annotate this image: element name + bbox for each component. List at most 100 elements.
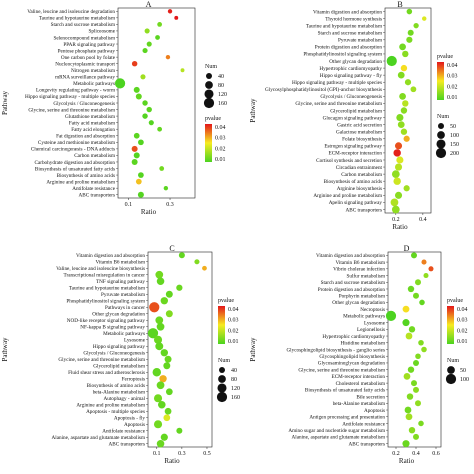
category-label: Cysteine and methionine metabolism [38, 140, 115, 146]
category-label: Thyroid hormone synthesis [325, 16, 382, 22]
category-label: Fluid shear stress and atherosclerosis [68, 370, 145, 376]
data-point [406, 8, 413, 15]
color-legend-label: 0.03 [457, 318, 468, 324]
category-label: Bile secretion [356, 394, 385, 400]
x-axis-title: Ratio [141, 208, 157, 216]
plot-area [117, 7, 196, 199]
data-point [402, 319, 410, 327]
data-point [163, 414, 171, 422]
category-label: Arginine and proline metabolism [46, 179, 115, 185]
data-point [156, 277, 165, 286]
color-legend-title: pvalue [218, 298, 234, 304]
category-label: Biosynthesis of amino acids [87, 382, 145, 389]
color-legend-label: 0.02 [228, 328, 239, 334]
data-point [394, 142, 403, 150]
category-label: Hippo signaling pathway [93, 344, 146, 350]
category-label: Carbohydrate digestion and absorption [34, 160, 115, 166]
data-point [393, 149, 401, 157]
panel-D: D Vitamin digestion and absorptionVitamin… [249, 244, 469, 465]
category-label: Glycosaminoglycan degradation [318, 361, 386, 367]
category-label: Taurine and hypotaurine metabolism [39, 16, 115, 22]
category-label: Nitrogen metabolism [71, 68, 115, 74]
data-point [391, 170, 400, 178]
category-label: Sulfur metabolism [347, 272, 385, 279]
size-legend-title: Num [218, 358, 230, 364]
category-label: Vitamin B6 metabolism [335, 260, 385, 266]
data-point [157, 21, 163, 27]
category-label: Pyruvate metabolism [338, 38, 382, 44]
color-legend-label: 0.03 [447, 74, 458, 80]
data-point [180, 68, 185, 73]
category-label: Other glycan degradation [92, 312, 145, 318]
category-label: Cholesterol metabolism [336, 381, 385, 387]
panel-letter: D [404, 244, 410, 253]
data-point [410, 86, 417, 93]
data-point [142, 48, 148, 54]
size-legend-dot [217, 383, 227, 393]
data-point [406, 393, 414, 400]
data-point [396, 156, 404, 164]
data-point [394, 163, 403, 171]
category-label: ABC transporters [346, 207, 382, 213]
category-label: Glycolysis / Gluconeogenesis [320, 94, 382, 100]
color-legend-label: 0.01 [215, 157, 226, 163]
size-legend-dot [445, 373, 457, 385]
data-point [156, 322, 165, 331]
data-point [397, 71, 405, 79]
category-label: PPAR signaling pathway [63, 42, 115, 48]
category-label: Porphyrin metabolism [339, 294, 385, 300]
data-point [163, 185, 169, 191]
data-point [137, 191, 144, 198]
data-point [155, 35, 160, 40]
data-point [202, 265, 207, 271]
size-legend-dot [219, 367, 225, 373]
data-point [153, 420, 163, 429]
data-point [403, 373, 411, 380]
category-label: ECM-receptor interaction [329, 151, 383, 157]
size-legend-dot [205, 81, 213, 89]
size-legend-title: Num [437, 114, 449, 120]
category-label: Metabolic pathways [73, 81, 115, 87]
y-axis-title: Pathway [1, 90, 9, 115]
category-label: Glycerolipid metabolism [330, 108, 382, 114]
category-label: Other glycan degradation [332, 300, 385, 306]
data-point [156, 381, 165, 390]
category-label: Amino sugar and nucleotide sugar metabol… [288, 428, 385, 434]
data-point [152, 368, 162, 377]
category-label: Fatty acid metabolism [69, 120, 115, 126]
x-tick-label: 0.2 [392, 217, 400, 223]
category-label: Starch and sucrose metabolism [51, 22, 115, 28]
data-point [149, 302, 160, 313]
data-point [147, 328, 159, 339]
size-legend-dot [447, 366, 455, 374]
size-legend-label: 100 [460, 377, 469, 383]
category-label: Gastric acid secretion [337, 122, 382, 128]
category-label: Pyruvate metabolism [101, 292, 145, 298]
category-label: Cortisol synthesis and secretion [316, 158, 382, 164]
category-label: ECM-receptor interaction [332, 374, 386, 380]
size-legend-dot [216, 391, 228, 403]
data-point [408, 426, 416, 434]
category-label: Glycosphingolipid biosynthesis [319, 354, 385, 360]
category-label: ABC transporters [109, 442, 145, 448]
color-legend-title: pvalue [447, 298, 463, 304]
category-label: beta-Alanine metabolism [333, 401, 385, 407]
category-label: Glycine, serine and threonine metabolism [58, 357, 145, 363]
category-label: Phosphatidylinositol signaling system [66, 299, 145, 305]
data-point [407, 285, 415, 293]
color-legend-label: 0.03 [215, 136, 226, 142]
data-point [411, 252, 417, 259]
color-legend-bar [218, 306, 225, 344]
category-label: Pathways in cancer [105, 305, 145, 311]
category-label: Glycolysis / Gluconeogenesis [83, 351, 145, 357]
category-label: Glucagon signaling pathway [323, 115, 383, 121]
y-axis-title: Pathway [249, 98, 257, 123]
category-label: Glycolysis / Gluconeogenesis [53, 101, 115, 107]
size-legend-label: 80 [231, 377, 237, 383]
category-label: Carbon metabolism [74, 153, 115, 159]
category-label: Apoptosis [364, 408, 385, 414]
data-point [153, 335, 163, 344]
size-legend-label: 50 [460, 368, 466, 374]
